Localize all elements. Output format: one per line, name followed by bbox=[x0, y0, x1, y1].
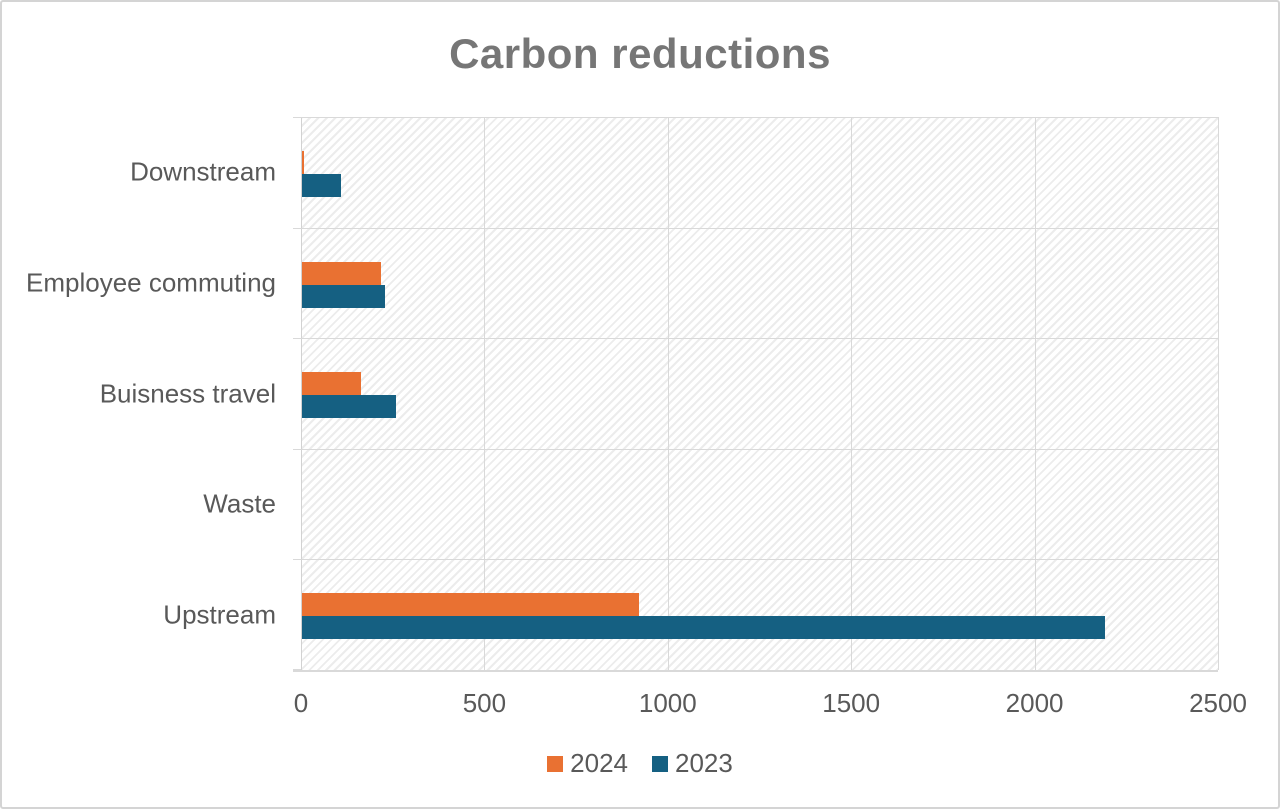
legend-swatch-2024 bbox=[547, 755, 564, 772]
bar-2023-buisness-travel bbox=[302, 395, 396, 419]
legend-swatch-2023 bbox=[652, 755, 668, 772]
plot-area bbox=[293, 117, 1219, 672]
category-tick-mark bbox=[293, 669, 301, 670]
bar-2024-downstream bbox=[302, 151, 304, 174]
legend-label-2023: 2023 bbox=[675, 748, 733, 778]
legend: 2024 2023 bbox=[2, 748, 1278, 779]
category-label-employee-commuting: Employee commuting bbox=[26, 267, 276, 298]
legend-item-2024: 2024 bbox=[547, 748, 628, 779]
bar-2023-employee-commuting bbox=[302, 284, 385, 308]
gridline-row-2 bbox=[301, 338, 1218, 340]
x-tick-label-0: 0 bbox=[293, 688, 309, 718]
category-tick-mark bbox=[293, 338, 301, 340]
gridline-row-1 bbox=[301, 227, 1218, 229]
chart-title: Carbon reductions bbox=[449, 30, 831, 77]
bar-2024-buisness-travel bbox=[302, 372, 361, 396]
gridline-row-4 bbox=[301, 559, 1218, 561]
x-tick-label-2500: 2500 bbox=[1189, 688, 1247, 718]
category-axis: Downstream Employee commuting Buisness tra… bbox=[2, 117, 276, 670]
bar-2023-upstream bbox=[302, 616, 1105, 640]
gridline-x-2000 bbox=[1034, 117, 1036, 670]
category-label-waste: Waste bbox=[203, 488, 276, 519]
category-label-upstream: Upstream bbox=[163, 599, 276, 630]
legend-item-2023: 2023 bbox=[652, 748, 733, 779]
category-tick-mark bbox=[293, 117, 301, 118]
legend-label-2024: 2024 bbox=[570, 748, 628, 778]
category-tick-mark bbox=[293, 227, 301, 229]
gridline-x-1500 bbox=[851, 117, 853, 670]
gridline-x-1000 bbox=[667, 117, 669, 670]
category-label-downstream: Downstream bbox=[130, 156, 276, 187]
bar-2023-downstream bbox=[302, 174, 341, 197]
value-axis: 0 500 1000 1500 2000 2500 bbox=[294, 688, 1247, 718]
x-tick-label-1000: 1000 bbox=[638, 688, 697, 718]
category-tick-mark bbox=[293, 448, 301, 450]
x-tick-label-2000: 2000 bbox=[1005, 688, 1064, 718]
bar-2024-upstream bbox=[302, 593, 639, 617]
x-tick-label-1500: 1500 bbox=[822, 688, 881, 718]
y-axis-line bbox=[301, 117, 302, 670]
category-label-buisness-travel: Buisness travel bbox=[99, 378, 276, 408]
x-tick-label-500: 500 bbox=[462, 688, 507, 718]
gridline-row-0 bbox=[301, 117, 1218, 118]
category-tick-mark bbox=[293, 559, 301, 561]
gridline-row-3 bbox=[301, 448, 1218, 450]
gridline-x-2500 bbox=[1218, 117, 1219, 670]
x-axis-line bbox=[293, 670, 1218, 672]
gridline-x-500 bbox=[484, 117, 486, 670]
bar-2024-employee-commuting bbox=[302, 261, 381, 285]
